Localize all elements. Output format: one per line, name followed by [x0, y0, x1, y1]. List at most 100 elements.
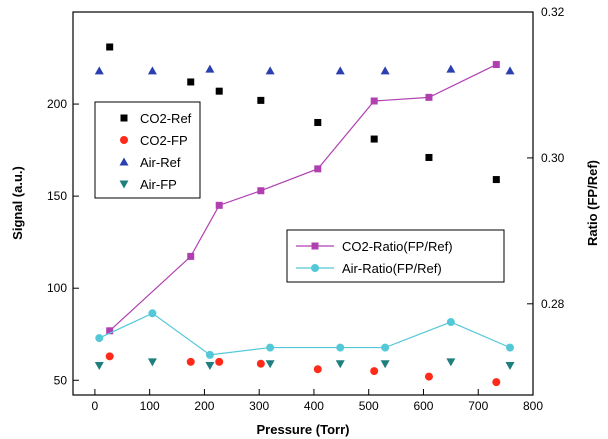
data-point	[370, 97, 378, 105]
data-point	[106, 327, 114, 335]
data-point	[187, 78, 195, 86]
data-point	[95, 334, 104, 343]
legend-label: Air-Ref	[140, 155, 181, 170]
data-point	[370, 135, 378, 143]
legend-item: CO2-FP	[120, 133, 188, 148]
data-point	[148, 309, 157, 318]
data-point	[205, 350, 214, 359]
x-axis-title: Pressure (Torr)	[257, 422, 350, 437]
legend-label: CO2-Ratio(FP/Ref)	[342, 239, 453, 254]
data-point	[492, 61, 500, 69]
y2-tick-label: 0.28	[541, 297, 565, 311]
legend-marker	[119, 157, 129, 166]
ticks-layer: 0 100 200 300 400 500 600 700 800 50 100 150 200 0.28…	[47, 5, 565, 413]
x-tick-label: 100	[140, 399, 160, 413]
data-point	[265, 360, 275, 369]
data-point	[492, 378, 501, 387]
data-point	[256, 359, 265, 368]
y-tick-label: 150	[47, 189, 67, 203]
data-point	[492, 176, 500, 184]
data-point	[257, 96, 265, 104]
legend-item: Air-Ratio(FP/Ref)	[296, 261, 442, 276]
x-tick-label: 0	[92, 399, 99, 413]
legend-box	[94, 101, 201, 199]
data-point	[94, 66, 104, 75]
legend-item: Air-FP	[119, 177, 177, 192]
legend-item: CO2-Ref	[120, 111, 192, 126]
data-point	[446, 318, 455, 327]
series-air-ref	[94, 64, 515, 75]
data-point	[257, 187, 265, 195]
y2-axis-title: Ratio (FP/Ref)	[585, 160, 600, 246]
data-point	[187, 252, 195, 260]
legend-signal: CO2-Ref CO2-FP Air-Ref Air-FP	[94, 101, 201, 199]
plot-area	[72, 11, 534, 396]
data-point	[335, 66, 345, 75]
data-point	[265, 66, 275, 75]
data-point	[205, 362, 215, 371]
y-tick-label: 200	[47, 97, 67, 111]
legend-label: Air-FP	[140, 177, 177, 192]
legend-label: Air-Ratio(FP/Ref)	[342, 261, 442, 276]
y-tick-label: 50	[54, 373, 68, 387]
data-point	[313, 365, 322, 374]
data-point	[336, 343, 345, 352]
plot-frame	[72, 11, 534, 396]
data-point	[505, 66, 515, 75]
y-tick-label: 100	[47, 281, 67, 295]
data-point	[147, 358, 157, 367]
data-point	[381, 343, 390, 352]
series-co2-ref	[106, 43, 500, 184]
data-point	[335, 360, 345, 369]
data-point	[215, 357, 224, 366]
x-tick-label: 600	[413, 399, 433, 413]
legend-layer: CO2-Ref CO2-FP Air-Ref Air-FP CO2-Ratio(FP/R…	[94, 101, 505, 283]
legend-box	[286, 229, 505, 283]
legend-marker	[120, 114, 128, 122]
series-air-ratio-fp-ref	[95, 309, 514, 359]
legend-marker	[311, 264, 319, 272]
data-point	[205, 64, 215, 73]
y2-tick-label: 0.32	[541, 5, 565, 19]
series-co2-fp	[105, 352, 501, 387]
data-point	[106, 43, 114, 51]
x-tick-label: 500	[359, 399, 379, 413]
data-point	[314, 165, 322, 173]
data-point	[215, 87, 223, 95]
data-point	[370, 367, 379, 376]
legend-marker	[120, 136, 128, 144]
x-tick-label: 700	[468, 399, 488, 413]
data-point	[147, 66, 157, 75]
legend-label: CO2-FP	[140, 133, 188, 148]
legend-label: CO2-Ref	[140, 111, 192, 126]
x-tick-label: 200	[194, 399, 214, 413]
series-co2-ratio-fp-ref	[106, 61, 500, 335]
data-point	[506, 343, 514, 352]
legend-marker	[311, 242, 319, 250]
data-point	[105, 352, 114, 361]
data-point	[505, 362, 515, 371]
data-point	[314, 118, 322, 126]
data-point	[424, 372, 433, 381]
x-tick-label: 400	[304, 399, 324, 413]
data-point	[380, 66, 390, 75]
data-point	[425, 93, 433, 101]
series-layer	[94, 43, 515, 387]
legend-marker	[119, 180, 129, 189]
data-point	[380, 360, 390, 369]
series-air-fp	[94, 358, 515, 371]
y-axis-title: Signal (a.u.)	[10, 166, 25, 240]
legend-item: CO2-Ratio(FP/Ref)	[296, 239, 453, 254]
data-point	[425, 153, 433, 161]
x-tick-label: 800	[523, 399, 543, 413]
legend-item: Air-Ref	[119, 155, 181, 170]
data-point	[266, 343, 275, 352]
data-point	[215, 201, 223, 209]
series-line	[99, 312, 511, 356]
y2-tick-label: 0.30	[541, 151, 565, 165]
data-point	[94, 362, 104, 371]
data-point	[186, 357, 195, 366]
data-point	[446, 64, 456, 73]
x-tick-label: 300	[249, 399, 269, 413]
